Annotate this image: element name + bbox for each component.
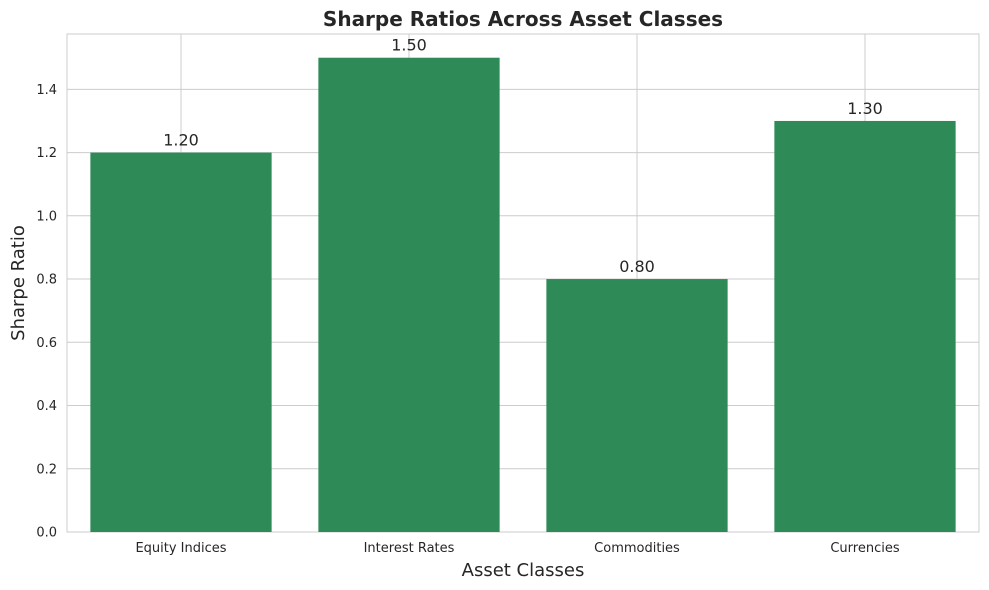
bar: [546, 279, 728, 532]
bar-value-label: 1.20: [163, 131, 199, 150]
y-tick-label: 0.0: [36, 526, 57, 541]
chart-title: Sharpe Ratios Across Asset Classes: [323, 7, 723, 31]
y-tick-label: 0.4: [36, 399, 57, 414]
bar: [90, 152, 272, 533]
y-tick-label: 0.8: [36, 273, 57, 288]
data-labels: 1.20 1.50 0.80 1.30: [163, 36, 883, 276]
y-tick-labels: 0.0 0.2 0.4 0.6 0.8 1.0 1.2 1.4: [36, 83, 57, 541]
x-tick-label: Equity Indices: [135, 541, 226, 556]
x-tick-label: Currencies: [830, 541, 899, 556]
bar: [774, 120, 956, 532]
x-tick-label: Commodities: [594, 541, 680, 556]
bars: [90, 57, 956, 533]
bar-value-label: 1.30: [847, 99, 883, 118]
y-tick-label: 0.2: [36, 462, 57, 477]
bar-value-label: 1.50: [391, 36, 427, 55]
bar: [318, 57, 500, 532]
y-tick-label: 1.0: [36, 209, 57, 224]
x-tick-label: Interest Rates: [364, 541, 455, 556]
y-tick-label: 1.2: [36, 146, 57, 161]
plot-area-frame: [66, 33, 980, 533]
y-tick-label: 1.4: [36, 83, 57, 98]
y-tick-label: 0.6: [36, 336, 57, 351]
y-axis-label: Sharpe Ratio: [8, 225, 29, 341]
bar-value-label: 0.80: [619, 257, 655, 276]
x-axis-label: Asset Classes: [462, 560, 585, 581]
x-tick-labels: Equity Indices Interest Rates Commodities C…: [135, 541, 899, 556]
